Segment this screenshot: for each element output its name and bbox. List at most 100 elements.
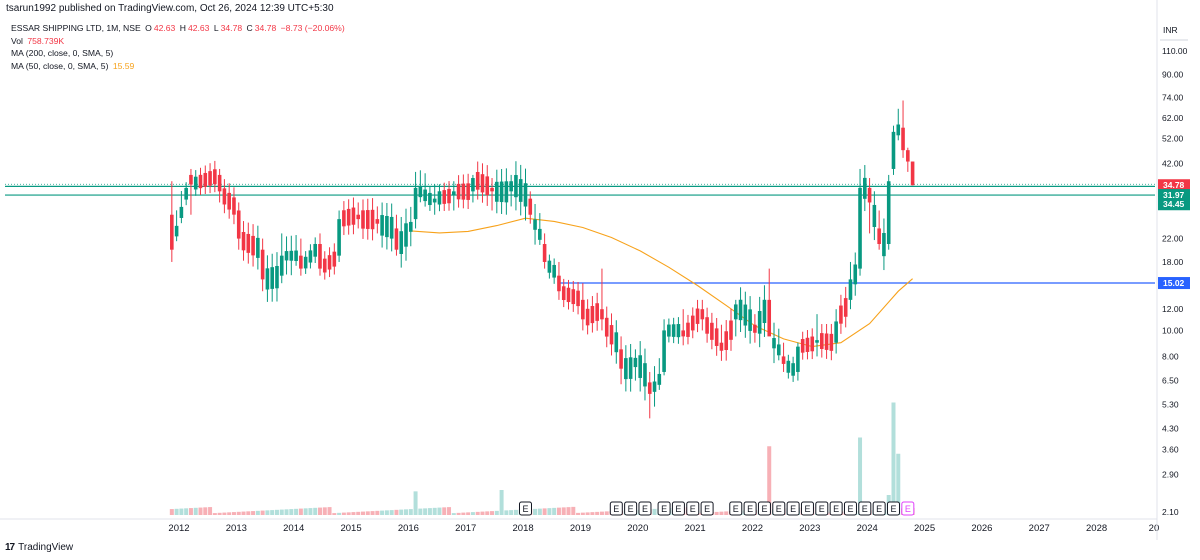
volume-bar <box>604 511 609 515</box>
earnings-marker[interactable]: E <box>815 501 829 516</box>
volume-bar <box>566 507 571 515</box>
ma200-label: MA (200, close, 0, SMA, 5) <box>11 48 114 58</box>
candle-body <box>523 183 528 207</box>
candle-body <box>322 258 327 273</box>
candle-body <box>509 181 513 192</box>
volume-bar <box>169 509 174 515</box>
earnings-marker-label: E <box>905 504 911 514</box>
volume-bar <box>451 513 456 515</box>
volume-bar <box>470 512 475 515</box>
x-tick-label: 2022 <box>742 523 763 534</box>
earnings-marker[interactable]: E <box>671 501 685 516</box>
candle-body <box>179 206 184 218</box>
earnings-marker[interactable]: E <box>609 501 623 516</box>
earnings-marker[interactable]: E <box>800 501 814 516</box>
earnings-marker[interactable]: E <box>843 501 857 516</box>
earnings-marker[interactable]: E <box>829 501 843 516</box>
earnings-marker[interactable]: E <box>886 501 900 516</box>
candle-body <box>303 256 308 269</box>
y-tick-label: 8.00 <box>1162 351 1179 361</box>
volume-bar <box>490 511 495 515</box>
footer: 17 TradingView <box>5 542 73 553</box>
volume-bar <box>208 507 213 515</box>
candle-body <box>279 255 284 276</box>
price-tag-value: 34.78 <box>1163 180 1185 190</box>
earnings-marker[interactable]: E <box>638 501 652 516</box>
earnings-marker[interactable]: E <box>686 501 700 516</box>
candle-body <box>447 188 451 204</box>
candle-body <box>232 197 236 215</box>
high-label: H <box>179 23 186 33</box>
candle-body <box>733 304 738 320</box>
x-tick-label: 2013 <box>226 523 247 534</box>
candle-body <box>557 275 561 292</box>
volume-bar <box>399 509 404 515</box>
x-tick-label: 2015 <box>340 523 361 534</box>
candle-body <box>370 209 375 230</box>
earnings-marker[interactable]: E <box>518 501 532 516</box>
candle-body <box>260 249 265 280</box>
candle-body <box>327 255 332 270</box>
candle-body <box>614 332 619 353</box>
candle-body <box>609 325 614 345</box>
volume-bar <box>260 510 265 515</box>
y-tick-label: 22.00 <box>1162 234 1184 244</box>
candle-body <box>748 309 752 331</box>
earnings-marker[interactable]: E <box>757 501 771 516</box>
price-tag-value: 34.45 <box>1163 199 1185 209</box>
candle-body <box>490 187 494 192</box>
volume-bar <box>284 509 289 515</box>
candle-body <box>829 333 834 351</box>
candle-body <box>356 214 361 220</box>
earnings-marker[interactable]: E <box>743 501 757 516</box>
candle-body <box>676 324 681 338</box>
candle-body <box>590 306 595 324</box>
earnings-marker[interactable]: E <box>624 501 638 516</box>
volume-bar <box>499 490 504 515</box>
candle-body <box>432 198 437 203</box>
earnings-marker[interactable]: E <box>901 501 915 516</box>
candle-body <box>581 299 585 320</box>
volume-bar <box>365 511 370 515</box>
earnings-marker[interactable]: E <box>657 501 671 516</box>
volume-bar <box>270 510 275 515</box>
y-tick-label: 12.00 <box>1162 304 1184 314</box>
candle-body <box>652 381 657 392</box>
candle-body <box>643 363 647 387</box>
candle-body <box>514 175 518 198</box>
candle-body <box>667 324 671 337</box>
volume-bar <box>456 512 461 515</box>
volume-bar <box>485 511 490 515</box>
candle-body <box>681 330 686 337</box>
candle-body <box>270 267 274 289</box>
earnings-marker[interactable]: E <box>872 501 886 516</box>
volume-bar <box>308 508 313 515</box>
candle-body <box>437 191 442 205</box>
x-tick-label: 2026 <box>971 523 992 534</box>
volume-bar <box>714 511 719 515</box>
candle-body <box>504 181 509 203</box>
earnings-marker[interactable]: E <box>786 501 800 516</box>
y-tick-label: 2.90 <box>1162 470 1179 480</box>
earnings-marker-label: E <box>890 504 896 514</box>
volume-bar <box>494 510 499 515</box>
x-tick-label: 2018 <box>513 523 534 534</box>
volume-bar <box>408 509 413 515</box>
volume-bar <box>231 512 236 515</box>
volume-bar <box>461 512 466 515</box>
candle-body <box>394 228 399 250</box>
candle-body <box>174 225 179 237</box>
low-label: L <box>213 23 219 33</box>
candle-body <box>351 207 356 225</box>
candle-body <box>772 338 776 349</box>
earnings-marker[interactable]: E <box>700 501 714 516</box>
earnings-marker[interactable]: E <box>858 501 872 516</box>
candle-body <box>863 177 867 199</box>
earnings-marker[interactable]: E <box>772 501 786 516</box>
candle-body <box>452 191 456 195</box>
candle-body <box>346 208 351 226</box>
earnings-marker[interactable]: E <box>729 501 743 516</box>
x-tick-label: 2024 <box>857 523 878 534</box>
published-byline: tsarun1992 published on TradingView.com,… <box>6 3 334 14</box>
